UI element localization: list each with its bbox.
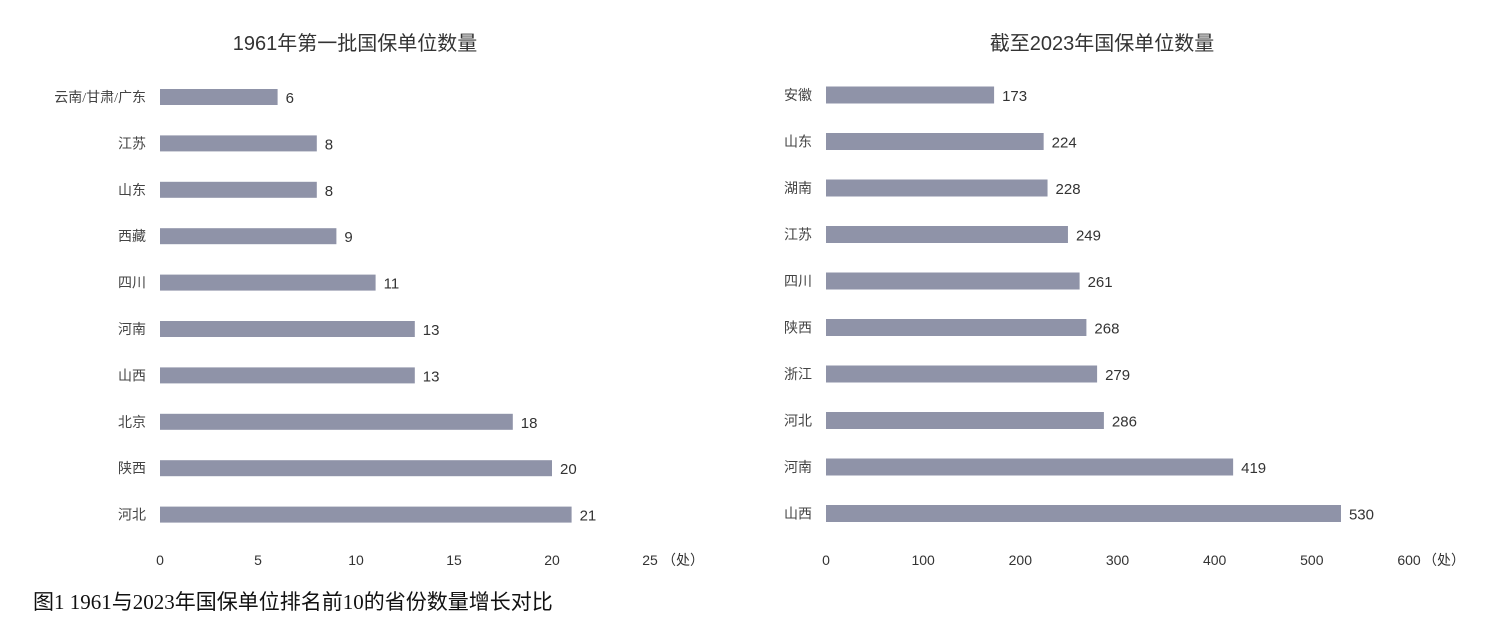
category-label: 江苏: [118, 136, 146, 152]
category-label: 安徽: [784, 88, 812, 104]
bar: [826, 272, 1080, 290]
x-unit-label: （处）: [1423, 553, 1465, 569]
x-tick-label: 600: [1397, 552, 1421, 568]
value-label: 21: [580, 508, 597, 525]
category-label: 四川: [784, 275, 812, 290]
value-label: 268: [1094, 321, 1119, 338]
category-label: 江苏: [784, 228, 812, 244]
value-label: 173: [1002, 88, 1027, 105]
bar: [826, 86, 995, 104]
x-tick-label: 10: [348, 552, 364, 568]
category-label: 西藏: [118, 229, 146, 245]
x-tick-label: 200: [1009, 552, 1033, 568]
bar: [826, 365, 1098, 383]
category-label: 山东: [118, 183, 146, 199]
bar: [826, 505, 1341, 522]
bar: [826, 412, 1104, 429]
x-tick-label: 0: [156, 552, 164, 568]
value-label: 261: [1088, 274, 1113, 291]
value-label: 224: [1052, 135, 1077, 152]
bar: [826, 226, 1068, 243]
bar: [826, 458, 1234, 476]
category-label: 山东: [784, 135, 812, 151]
category-label: 河北: [784, 414, 812, 430]
value-label: 20: [560, 461, 577, 478]
value-label: 419: [1241, 460, 1266, 477]
category-label: 河南: [784, 460, 812, 476]
category-label: 山西: [784, 507, 812, 523]
figure-caption: 图1 1961与2023年国保单位排名前10的省份数量增长对比: [33, 590, 553, 614]
value-label: 228: [1056, 181, 1081, 198]
x-tick-label: 400: [1203, 552, 1227, 568]
bar: [826, 133, 1044, 150]
category-label: 湖南: [784, 181, 812, 197]
x-tick-label: 5: [254, 552, 262, 568]
bar: [160, 228, 337, 245]
value-label: 18: [521, 415, 538, 432]
category-label: 四川: [118, 277, 146, 292]
bar: [160, 181, 317, 198]
value-label: 8: [325, 136, 333, 153]
bar: [826, 179, 1048, 197]
x-tick-label: 500: [1300, 552, 1324, 568]
chart-title: 截至2023年国保单位数量: [990, 32, 1215, 55]
bar: [160, 321, 415, 337]
x-tick-label: 0: [822, 552, 830, 568]
value-label: 9: [344, 229, 352, 246]
value-label: 6: [286, 90, 294, 107]
bar: [826, 319, 1087, 336]
category-label: 云南/甘肃/广东: [54, 90, 146, 106]
x-tick-label: 15: [446, 552, 462, 568]
x-tick-label: 100: [911, 552, 935, 568]
category-label: 河南: [118, 322, 146, 338]
bar: [160, 274, 376, 291]
category-label: 浙江: [784, 367, 812, 383]
bar: [160, 89, 278, 105]
value-label: 249: [1076, 228, 1101, 245]
category-label: 陕西: [784, 321, 812, 337]
value-label: 13: [423, 368, 440, 385]
category-label: 河北: [118, 508, 146, 524]
chart-title: 1961年第一批国保单位数量: [233, 32, 478, 55]
category-label: 陕西: [118, 461, 146, 477]
x-tick-label: 300: [1106, 552, 1130, 568]
value-label: 11: [384, 276, 400, 293]
value-label: 530: [1349, 507, 1374, 524]
bar: [160, 367, 415, 384]
bar: [160, 413, 513, 430]
value-label: 8: [325, 183, 333, 200]
x-tick-label: 25: [642, 552, 658, 568]
value-label: 286: [1112, 414, 1137, 431]
x-tick-label: 20: [544, 552, 560, 568]
value-label: 13: [423, 322, 440, 339]
bar: [160, 135, 317, 152]
category-label: 山西: [118, 368, 146, 384]
value-label: 279: [1105, 367, 1130, 384]
bar: [160, 460, 552, 477]
x-unit-label: （处）: [662, 553, 704, 569]
bar: [160, 506, 572, 523]
category-label: 北京: [118, 415, 146, 431]
